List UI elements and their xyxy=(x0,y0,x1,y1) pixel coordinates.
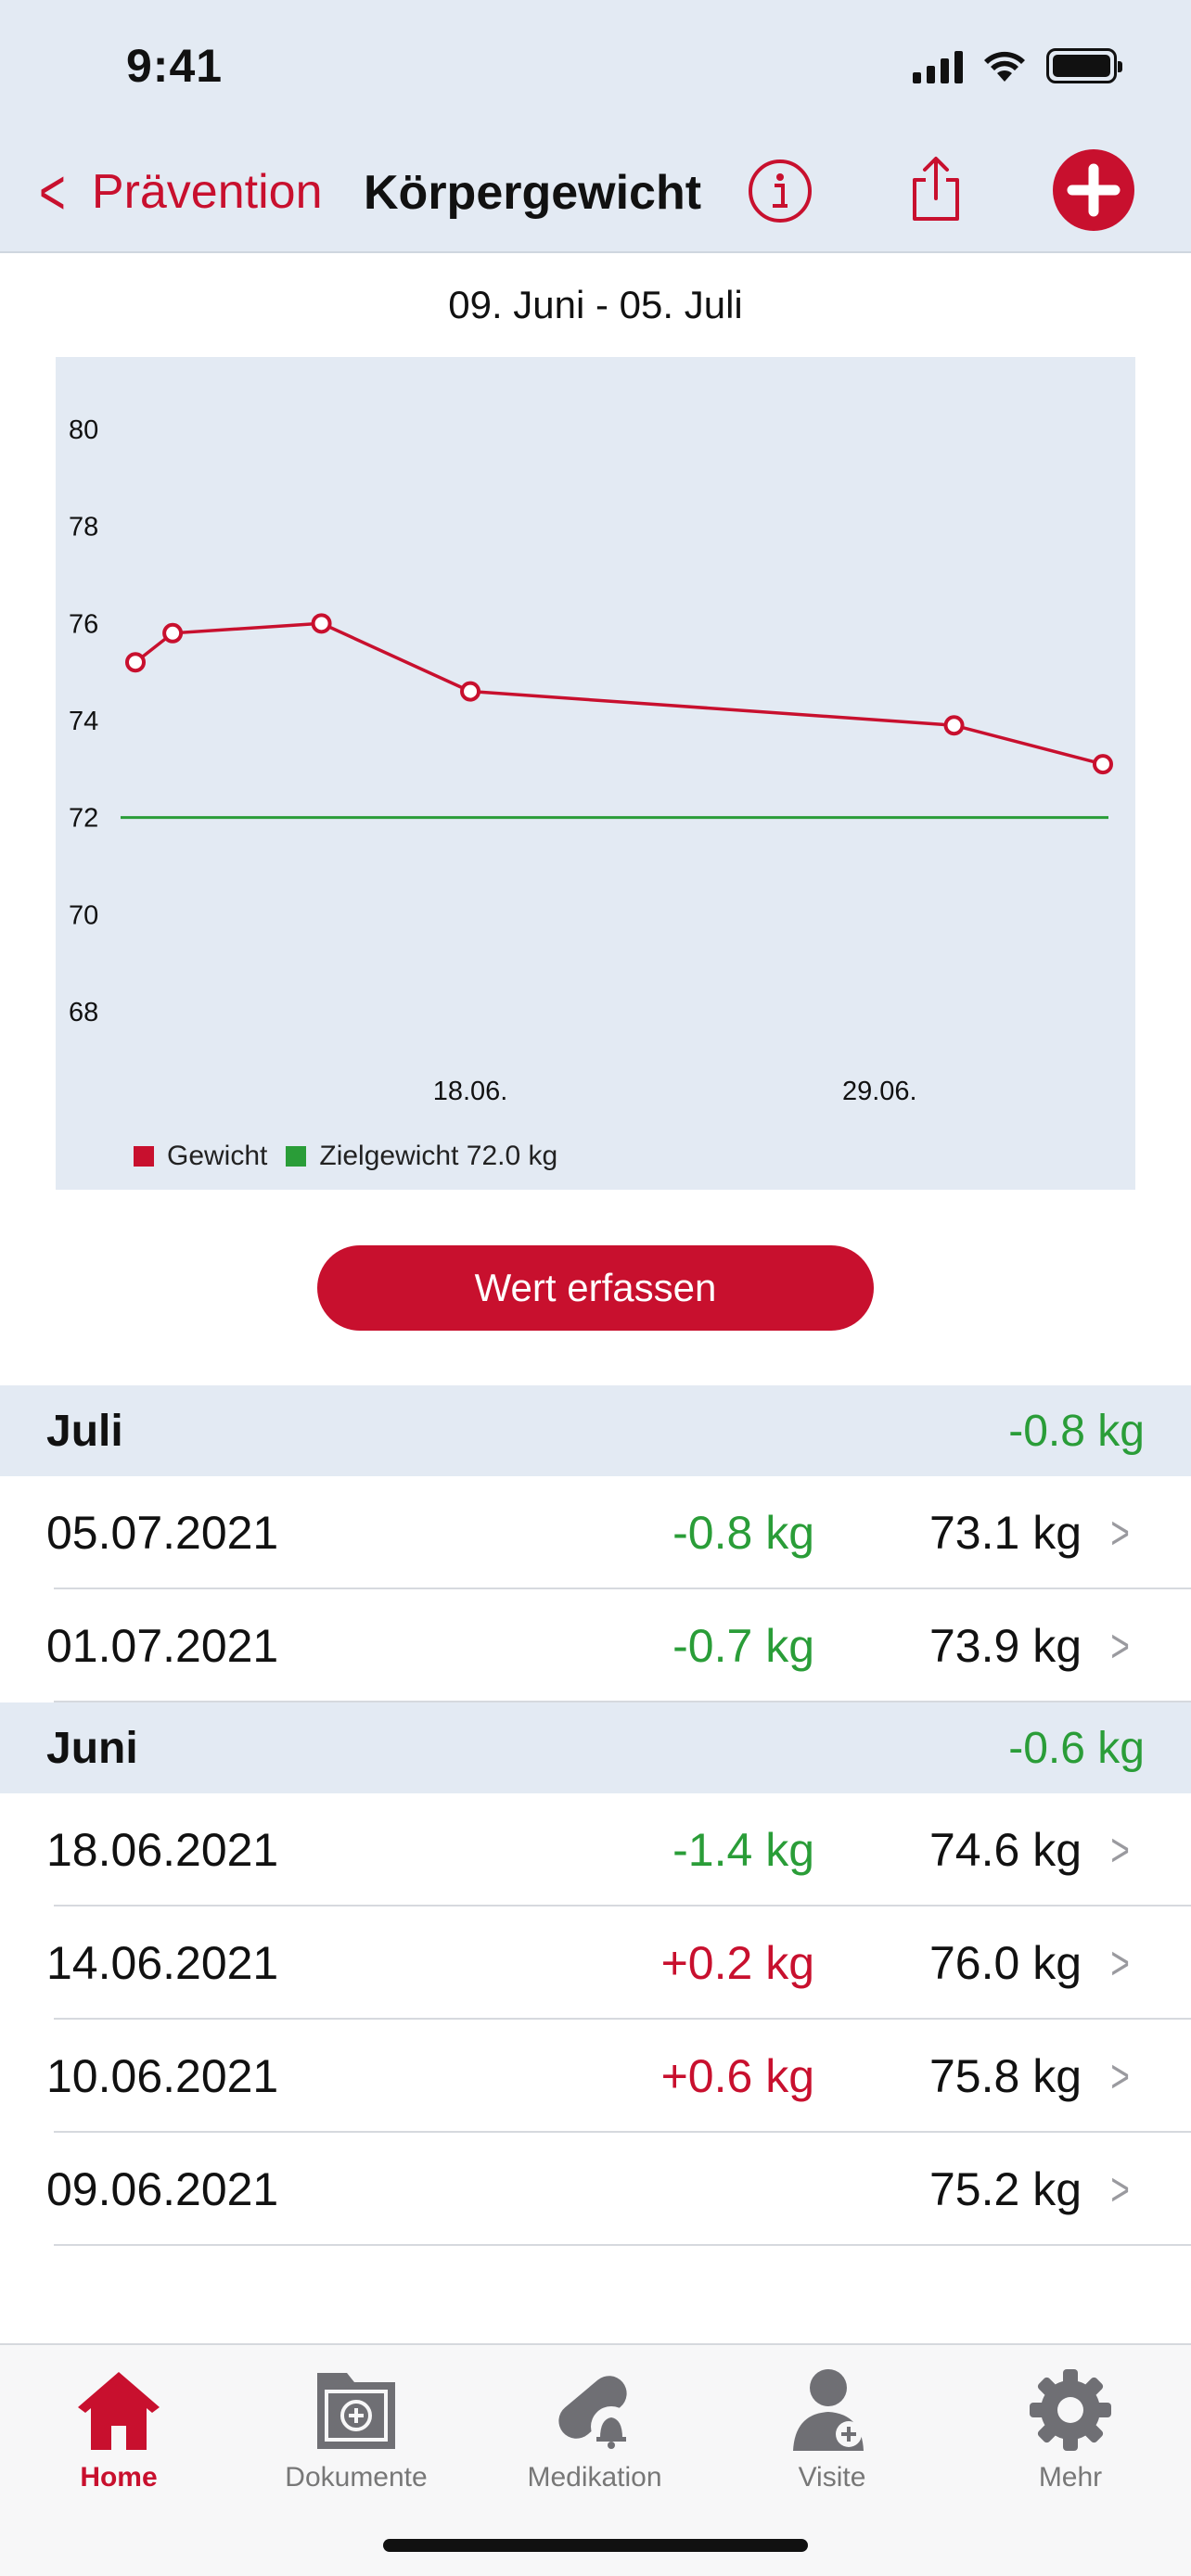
entry-value: 76.0 kg xyxy=(928,1937,1082,1989)
tab-home[interactable]: Home xyxy=(26,2364,211,2493)
back-button[interactable]: < Prävention xyxy=(33,156,323,228)
y-tick-label: 80 xyxy=(69,415,98,445)
y-tick-label: 74 xyxy=(69,707,98,736)
list-item[interactable]: 05.07.2021 -0.8 kg 73.1 kg > xyxy=(0,1476,1191,1589)
section-total: -0.6 kg xyxy=(1008,1723,1145,1773)
entry-delta: -1.4 kg xyxy=(672,1824,814,1876)
tab-dokumente[interactable]: Dokumente xyxy=(263,2364,449,2493)
entry-delta: +0.6 kg xyxy=(660,2050,814,2102)
weight-data-point xyxy=(460,681,481,702)
entry-date: 01.07.2021 xyxy=(46,1620,279,1672)
add-icon[interactable] xyxy=(1052,148,1135,232)
legend-item-zielgewicht: Zielgewicht 72.0 kg xyxy=(286,1141,557,1172)
y-tick-label: 76 xyxy=(69,609,98,639)
entry-value: 74.6 kg xyxy=(928,1824,1082,1876)
entry-value: 75.2 kg xyxy=(928,2163,1082,2215)
home-icon xyxy=(78,2372,160,2450)
date-range-label: 09. Juni - 05. Juli xyxy=(448,283,743,326)
section-month: Juli xyxy=(46,1406,123,1456)
back-label: Prävention xyxy=(91,165,323,219)
legend-label-zielgewicht: Zielgewicht 72.0 kg xyxy=(319,1141,558,1171)
chevron-right-icon: > xyxy=(1110,1620,1130,1672)
section-header-juni: Juni -0.6 kg xyxy=(0,1702,1191,1793)
weight-data-point xyxy=(943,715,965,736)
y-tick-label: 70 xyxy=(69,900,98,930)
tab-label: Medikation xyxy=(527,2462,662,2493)
battery-icon xyxy=(1046,48,1122,83)
gear-icon xyxy=(1030,2369,1111,2451)
record-value-button[interactable]: Wert erfassen xyxy=(317,1245,874,1331)
page-title: Körpergewicht xyxy=(364,166,702,220)
chevron-left-icon: < xyxy=(39,156,66,228)
legend-swatch-zielgewicht xyxy=(286,1146,307,1167)
x-tick-label: 18.06. xyxy=(433,1077,508,1106)
medication-icon xyxy=(558,2376,632,2449)
chevron-right-icon: > xyxy=(1110,2163,1130,2215)
list-item[interactable]: 10.06.2021 +0.6 kg 75.8 kg > xyxy=(0,2020,1191,2133)
weight-data-point xyxy=(125,652,146,673)
weight-data-point xyxy=(162,622,184,644)
chart-canvas: 80 78 76 74 72 70 68 18.06. 29.06. xyxy=(69,415,1113,1106)
legend-item-gewicht: Gewicht xyxy=(134,1141,267,1172)
doctor-icon xyxy=(793,2369,864,2451)
list-item[interactable]: 14.06.2021 +0.2 kg 76.0 kg > xyxy=(0,1906,1191,2020)
weight-list: Juli -0.8 kg 05.07.2021 -0.8 kg 73.1 kg … xyxy=(0,1385,1191,2246)
y-tick-label: 68 xyxy=(69,998,98,1027)
legend-label-gewicht: Gewicht xyxy=(167,1141,268,1171)
section-header-juli: Juli -0.8 kg xyxy=(0,1385,1191,1476)
entry-delta: -0.8 kg xyxy=(672,1507,814,1559)
entry-date: 09.06.2021 xyxy=(46,2163,279,2215)
info-icon[interactable] xyxy=(747,158,813,224)
share-icon[interactable] xyxy=(907,154,965,224)
tab-bar: Home Dokumente Medikation xyxy=(0,2343,1191,2576)
list-item[interactable]: 09.06.2021 75.2 kg > xyxy=(0,2133,1191,2246)
y-tick-label: 78 xyxy=(69,513,98,542)
entry-date: 05.07.2021 xyxy=(46,1507,279,1559)
chevron-right-icon: > xyxy=(1110,1507,1130,1559)
x-tick-label: 29.06. xyxy=(842,1077,917,1106)
header: 9:41 < Prävention Körpergewicht xyxy=(0,0,1191,253)
entry-value: 75.8 kg xyxy=(928,2050,1082,2102)
entry-delta: +0.2 kg xyxy=(660,1937,814,1989)
tab-medikation[interactable]: Medikation xyxy=(502,2364,687,2493)
weight-chart: 80 78 76 74 72 70 68 18.06. 29.06. Gewicht Zielg… xyxy=(56,357,1135,1190)
weight-data-point xyxy=(311,613,332,634)
wifi-icon xyxy=(984,51,1025,82)
entry-date: 10.06.2021 xyxy=(46,2050,279,2102)
list-item[interactable]: 18.06.2021 -1.4 kg 74.6 kg > xyxy=(0,1793,1191,1906)
weight-series-line xyxy=(134,621,1104,766)
chevron-right-icon: > xyxy=(1110,1937,1130,1989)
tab-label: Mehr xyxy=(1038,2462,1103,2493)
chevron-right-icon: > xyxy=(1110,2050,1130,2102)
entry-date: 18.06.2021 xyxy=(46,1824,279,1876)
entry-value: 73.9 kg xyxy=(928,1620,1082,1672)
section-month: Juni xyxy=(46,1723,138,1773)
tab-visite[interactable]: Visite xyxy=(739,2364,925,2493)
home-indicator xyxy=(383,2539,808,2552)
weight-data-point xyxy=(1093,754,1113,775)
tab-mehr[interactable]: Mehr xyxy=(978,2364,1163,2493)
section-total: -0.8 kg xyxy=(1008,1406,1145,1456)
tab-label: Visite xyxy=(798,2462,866,2493)
list-item[interactable]: 01.07.2021 -0.7 kg 73.9 kg > xyxy=(0,1589,1191,1702)
chart-legend: Gewicht Zielgewicht 72.0 kg xyxy=(134,1141,576,1172)
cellular-signal-icon xyxy=(913,50,963,83)
status-icons xyxy=(913,48,1122,83)
legend-swatch-gewicht xyxy=(134,1146,154,1167)
entry-delta: -0.7 kg xyxy=(672,1620,814,1672)
tab-label: Dokumente xyxy=(285,2462,428,2493)
entry-value: 73.1 kg xyxy=(928,1507,1082,1559)
tab-label: Home xyxy=(80,2462,158,2493)
documents-icon xyxy=(317,2373,395,2449)
entry-date: 14.06.2021 xyxy=(46,1937,279,1989)
chevron-right-icon: > xyxy=(1110,1824,1130,1876)
status-time: 9:41 xyxy=(126,40,224,92)
y-tick-label: 72 xyxy=(69,804,98,834)
